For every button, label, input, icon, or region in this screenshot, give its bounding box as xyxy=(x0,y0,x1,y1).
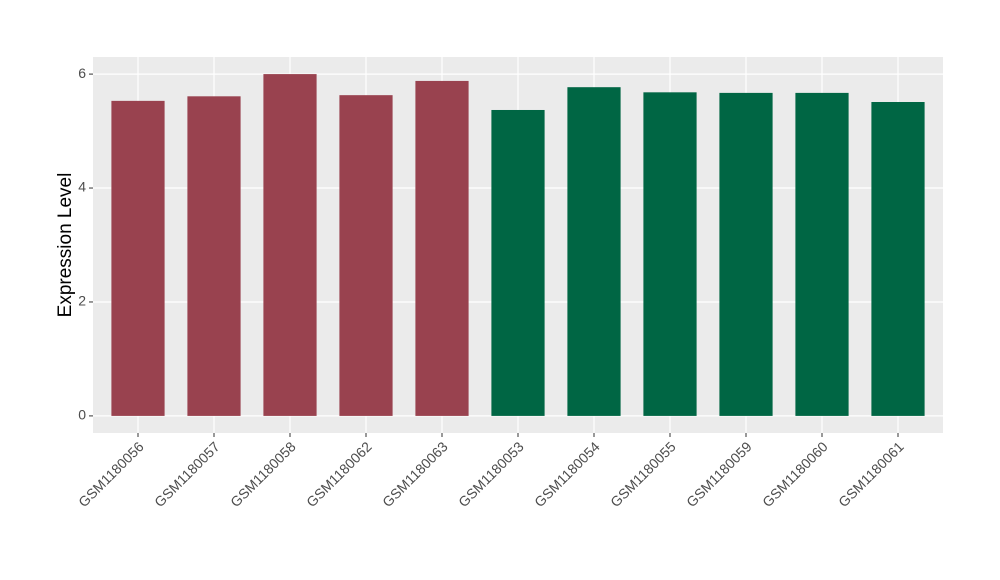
x-tick-label: GSM1180056 xyxy=(75,438,147,510)
x-tick-label: GSM1180063 xyxy=(379,438,451,510)
x-tick-label: GSM1180057 xyxy=(151,438,223,510)
bar xyxy=(643,92,697,416)
x-tick-label: GSM1180061 xyxy=(835,438,907,510)
x-tick-label: GSM1180058 xyxy=(227,438,299,510)
bar xyxy=(795,92,849,416)
x-tick-label: GSM1180054 xyxy=(531,438,603,510)
y-tick-label: 6 xyxy=(78,65,86,81)
y-tick-label: 2 xyxy=(78,293,86,309)
bar xyxy=(415,80,469,416)
x-tick-label: GSM1180053 xyxy=(455,438,527,510)
y-axis-label: Expression Level xyxy=(55,173,76,318)
x-tick-label: GSM1180060 xyxy=(759,438,831,510)
bar xyxy=(567,87,621,416)
x-tick-label: GSM1180059 xyxy=(683,438,755,510)
bar xyxy=(719,92,773,416)
bar xyxy=(491,109,545,416)
bar xyxy=(187,96,241,416)
bar xyxy=(871,102,925,416)
y-tick-label: 0 xyxy=(78,407,86,423)
bar xyxy=(263,74,317,416)
x-tick-label: GSM1180062 xyxy=(303,438,375,510)
bar xyxy=(339,95,393,416)
bar xyxy=(111,100,165,416)
x-tick-label: GSM1180055 xyxy=(607,438,679,510)
y-tick-label: 4 xyxy=(78,179,86,195)
